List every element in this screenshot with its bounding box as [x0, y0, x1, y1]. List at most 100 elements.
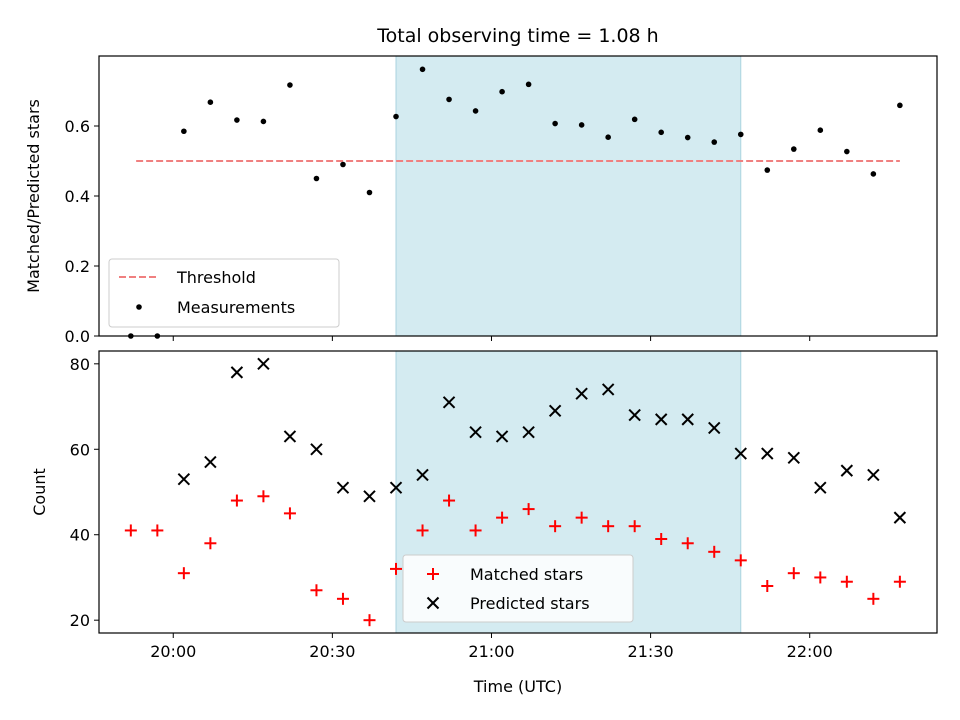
predicted-point — [310, 443, 323, 456]
legend-measurements-label: Measurements — [177, 298, 295, 317]
predicted-point — [469, 425, 482, 439]
predicted-point — [283, 430, 297, 443]
measurement-point — [366, 189, 373, 196]
x-tick-label: 20:00 — [150, 642, 196, 661]
matched-point — [734, 554, 747, 567]
measurement-point — [260, 118, 267, 125]
legend-predicted-label: Predicted stars — [470, 594, 590, 613]
x-tick-label: 20:30 — [309, 642, 355, 661]
predicted-point — [575, 387, 588, 400]
matched-point — [787, 567, 800, 580]
matched-point — [681, 537, 694, 550]
matched-point — [177, 567, 190, 580]
legend-predicted-swatch — [426, 596, 440, 610]
measurement-point — [419, 66, 426, 73]
matched-point — [283, 507, 296, 520]
predicted-point — [840, 464, 854, 477]
predicted-point — [893, 511, 907, 524]
matched-point — [336, 592, 349, 605]
measurement-point — [340, 161, 346, 168]
predicted-point — [495, 430, 509, 443]
bottom-x-axis-label: Time (UTC) — [473, 677, 562, 696]
matched-point — [522, 503, 535, 516]
matched-point — [655, 533, 668, 545]
matched-point — [867, 592, 880, 605]
predicted-point — [416, 468, 429, 482]
matched-point — [204, 537, 217, 550]
legend-matched-label: Matched stars — [470, 565, 583, 584]
matched-point — [443, 494, 456, 507]
y-tick-label: 40 — [70, 526, 90, 545]
panel-top: 0.0 0.2 0.4 0.6 Total observing time = 1.08… — [24, 25, 938, 346]
bottom-y-ticks: 20 40 60 80 — [70, 355, 99, 630]
measurement-point — [817, 127, 824, 133]
predicted-point — [654, 413, 668, 426]
predicted-point — [177, 472, 191, 486]
measurement-point — [181, 128, 187, 135]
matched-point — [575, 511, 588, 524]
predicted-point — [787, 451, 801, 465]
predicted-point — [363, 490, 376, 503]
matched-point — [708, 545, 721, 558]
matched-point — [840, 575, 853, 588]
predicted-point — [257, 357, 270, 371]
bottom-y-axis-label: Count — [30, 468, 49, 516]
x-tick-label: 21:00 — [468, 642, 514, 661]
matched-point — [628, 520, 641, 533]
measurement-point — [737, 131, 744, 138]
y-tick-label: 0.2 — [65, 257, 90, 276]
matched-point — [390, 562, 403, 575]
predicted-point — [708, 421, 721, 435]
predicted-point — [867, 468, 880, 482]
measurement-point — [844, 148, 850, 155]
panel-bottom: 20 40 60 80 20:00 20:30 21:00 21:30 22:00 Count… — [30, 350, 938, 696]
matched-point — [151, 524, 164, 537]
top-shaded-span — [395, 55, 742, 337]
measurement-point — [658, 129, 665, 136]
y-tick-label: 0.6 — [65, 117, 90, 136]
legend-matched-swatch — [427, 568, 439, 580]
top-chart-title: Total observing time = 1.08 h — [376, 25, 658, 47]
measurement-point — [764, 167, 771, 173]
matched-point — [469, 524, 482, 537]
y-tick-label: 0.0 — [65, 327, 90, 346]
measurement-point — [207, 99, 214, 105]
top-y-ticks: 0.0 0.2 0.4 0.6 — [65, 117, 99, 346]
x-tick-label: 22:00 — [787, 642, 833, 661]
top-x-ticks — [172, 336, 811, 341]
bottom-legend-box — [402, 554, 634, 623]
measurement-point — [446, 96, 452, 103]
bottom-axes-frame — [98, 350, 938, 634]
predicted-point — [389, 481, 403, 494]
measurement-point — [287, 82, 293, 88]
measurement-point — [631, 116, 638, 123]
measurement-point — [790, 146, 797, 152]
predicted-point — [734, 447, 747, 460]
measurement-point — [605, 134, 611, 140]
predicted-point — [230, 366, 244, 379]
matched-point — [761, 580, 774, 592]
top-y-axis-label: Matched/Predicted stars — [24, 99, 43, 293]
bottom-x-ticks: 20:00 20:30 21:00 21:30 22:00 — [150, 633, 833, 661]
matched-point — [416, 524, 429, 537]
y-tick-label: 80 — [70, 355, 90, 374]
measurement-point — [578, 122, 585, 128]
y-tick-label: 0.4 — [65, 187, 90, 206]
top-legend: Threshold Measurements — [108, 258, 340, 328]
predicted-point — [442, 396, 456, 409]
matched-point — [230, 494, 243, 507]
y-tick-label: 20 — [70, 611, 90, 630]
y-tick-label: 60 — [70, 440, 90, 459]
top-legend-box — [108, 258, 340, 328]
legend-threshold-label: Threshold — [176, 268, 256, 287]
matched-point — [310, 584, 323, 597]
bottom-series-layer — [124, 357, 907, 627]
measurement-point — [525, 81, 532, 88]
predicted-point — [601, 383, 615, 396]
measurement-point — [393, 113, 399, 120]
matched-point — [124, 524, 137, 537]
measurement-point — [234, 117, 240, 123]
matched-point — [814, 571, 827, 584]
matched-point — [602, 520, 615, 533]
